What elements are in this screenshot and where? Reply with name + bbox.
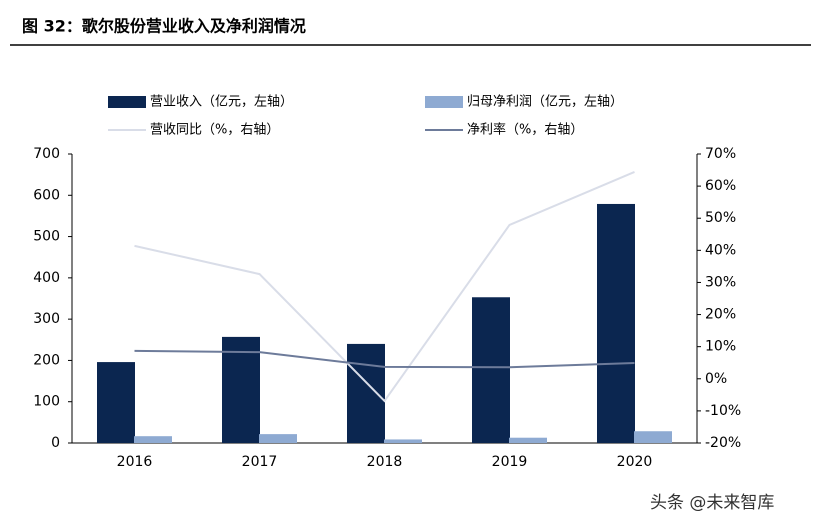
chart-title: 图 32：歌尔股份营业收入及净利润情况 [22, 17, 306, 36]
line [134, 171, 635, 403]
y-tick-label: 600 [33, 187, 60, 203]
y2-tick-label: -10% [705, 403, 741, 419]
legend-label: 营收同比（%，右轴） [150, 123, 279, 138]
x-tick-label: 2018 [367, 454, 403, 470]
y-tick-label: 500 [33, 229, 60, 245]
legend-label: 归母净利润（亿元，左轴） [467, 95, 623, 110]
bar [222, 336, 260, 443]
y2-tick-label: 30% [705, 274, 736, 290]
bar [472, 297, 510, 443]
y-tick-label: 100 [33, 394, 60, 410]
legend-label: 净利率（%，右轴） [467, 122, 583, 138]
bar [134, 436, 172, 443]
y-tick-label: 400 [33, 270, 60, 286]
y2-tick-label: -20% [705, 435, 741, 451]
bar [509, 437, 547, 443]
bar [97, 362, 135, 443]
legend-swatch [425, 96, 463, 108]
y2-tick-label: 10% [705, 339, 736, 355]
watermark: 头条 @未来智库 [650, 493, 774, 513]
bar [597, 203, 635, 443]
y2-tick-label: 50% [705, 210, 736, 226]
legend-swatch [108, 96, 146, 108]
y-tick-label: 700 [33, 146, 60, 162]
x-tick-label: 2019 [492, 454, 528, 470]
x-tick-label: 2020 [617, 454, 653, 470]
y-tick-label: 300 [33, 311, 60, 327]
y-tick-label: 0 [51, 435, 60, 451]
y2-tick-label: 20% [705, 307, 736, 323]
x-tick-label: 2016 [117, 454, 153, 470]
y-tick-label: 200 [33, 352, 60, 368]
y2-tick-label: 60% [705, 178, 736, 194]
x-tick-label: 2017 [242, 454, 278, 470]
bar [259, 434, 297, 443]
legend-label: 营业收入（亿元，左轴） [150, 95, 293, 110]
bar [384, 439, 422, 443]
line [134, 349, 635, 369]
y2-tick-label: 0% [705, 371, 727, 387]
bar [634, 431, 672, 443]
y2-tick-label: 70% [705, 146, 736, 162]
bar [347, 343, 385, 443]
y2-tick-label: 40% [705, 242, 736, 258]
